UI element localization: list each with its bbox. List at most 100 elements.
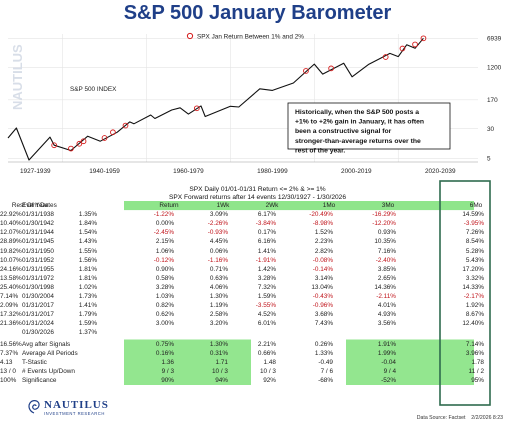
table-cell: 12.40% <box>462 320 484 328</box>
table-header-row: Event Dates Return 1Wk 2Wk 1Mo 3Mo 6Mo Rest Of … <box>0 201 515 210</box>
nautilus-logo: NAUTILUS INVESTMENT RESEARCH <box>28 395 148 421</box>
data-source-label: Data Source: Factset <box>416 415 466 421</box>
table-cell: 1.55% <box>78 247 97 255</box>
table-cell: 1.41% <box>78 302 97 310</box>
table-cell: 0.82% <box>155 302 174 310</box>
table-row: 01/31/1945 1.43% 2.15% 4.45% 6.16% 2.23% 10.35… <box>0 237 515 246</box>
x-period-label: 2020-2039 <box>425 168 456 175</box>
table-cell: -2.17% <box>463 293 484 300</box>
table-cell: 1.81% <box>78 265 97 273</box>
row-label: 01/31/2017 <box>22 311 54 319</box>
table-cell: 10.40% <box>0 220 22 228</box>
table-cell: -0.49 <box>318 358 333 366</box>
table-cell: 4.01% <box>377 302 396 310</box>
table-cell: 1.06% <box>155 247 174 255</box>
table-cell: 7.16% <box>377 247 396 255</box>
table-cell: 3.14% <box>314 274 333 282</box>
signal-marker <box>101 135 108 141</box>
table-cell: 1.59% <box>257 293 276 300</box>
row-label: 01/31/1972 <box>22 274 54 282</box>
y-tick-label: 6939 <box>487 36 502 43</box>
row-label: 01/31/1944 <box>22 229 54 237</box>
table-cell: 5.28% <box>465 247 484 255</box>
table-cell: 1.81% <box>78 274 97 282</box>
table-cell: 14.59% <box>462 211 484 219</box>
table-cell: 1.84% <box>78 220 97 228</box>
table-row: 01/31/1955 1.81% 0.90% 0.71% 1.42% -0.14% 3.85… <box>0 265 515 274</box>
summary-band-left <box>124 339 251 385</box>
page-title: S&P 500 January Barometer <box>123 2 392 24</box>
table-cell: -2.11% <box>376 293 396 300</box>
table-cell: -12.20% <box>372 220 396 228</box>
table-cell: 7.14% <box>0 293 19 300</box>
table-cell: 6Mo <box>469 202 483 209</box>
table-cell: 22.92% <box>0 211 22 219</box>
annotation-box: Historically, when the S&P 500 posts a +1… <box>287 102 451 154</box>
table-cell: 1.71 <box>215 358 228 366</box>
table-cell: 19.82% <box>0 247 22 255</box>
signal-marker <box>420 35 427 42</box>
signal-marker <box>80 138 87 145</box>
signal-marker <box>382 54 389 60</box>
table-cell: 0.63% <box>209 274 228 282</box>
table-cell: 1.41% <box>257 247 276 255</box>
table-cell: -0.08% <box>312 256 333 264</box>
row-label: # Events Up/Down <box>22 367 75 375</box>
signal-marker <box>193 105 200 112</box>
row-label: 01/30/1942 <box>22 220 54 228</box>
data-source: Data Source: Factset 2/2/2026 8:23 <box>417 415 503 421</box>
table-cell: 1.56% <box>78 256 97 264</box>
table-cell: 9 / 4 <box>383 367 396 375</box>
table-cell: 8.54% <box>465 238 484 246</box>
table-cell: 1.33% <box>314 349 333 357</box>
y-tick-label: 30 <box>487 126 495 133</box>
table-cell: -0.96% <box>312 302 333 310</box>
table-cell: -3.55% <box>255 302 276 310</box>
table-cell: 1Mo <box>322 202 336 209</box>
table-cell: -1.91% <box>255 256 276 264</box>
table-row: 01/31/1950 1.55% 1.06% 0.06% 1.41% 2.82% 7.16%… <box>0 247 515 256</box>
table-cell: 0.62% <box>155 311 174 319</box>
table-cell: 1.59% <box>78 320 97 328</box>
table-cell: -20.49% <box>309 211 333 219</box>
table-cell: 95% <box>471 376 484 384</box>
table-row: Avg after Signals 0.75% 1.30% 2.21% 0.26% 1.9… <box>0 340 515 349</box>
table-cell: 14.33% <box>462 283 484 291</box>
table-header-line2: SPX Forward returns after 14 events 12/3… <box>168 194 347 201</box>
table-cell: 21.36% <box>0 320 22 328</box>
row-label: 01/31/1955 <box>22 265 54 273</box>
table-cell: 2.82% <box>314 247 333 255</box>
table-cell: 3.28% <box>257 274 276 282</box>
table-row: 01/30/1998 1.02% 3.28% 4.06% 7.32% 13.04% 14.3… <box>0 283 515 292</box>
table-cell: 2Wk <box>265 202 279 209</box>
row-label: T-Stastic <box>22 358 47 366</box>
series-label: S&P 500 INDEX <box>70 86 117 93</box>
table-row: 01/30/2026 1.37% <box>0 328 515 337</box>
table-cell: 7.32% <box>257 283 276 291</box>
row-label: Average All Periods <box>22 349 78 357</box>
table-cell: 94% <box>215 376 228 384</box>
table-cell: 6.17% <box>257 211 276 219</box>
table-cell: 0.71% <box>209 265 228 273</box>
table-cell: 5.43% <box>465 256 484 264</box>
legend-label: SPX Jan Return Between 1% and 2% <box>197 34 304 41</box>
table-cell: 7.37% <box>0 349 19 357</box>
table-cell: 3.56% <box>377 320 396 328</box>
table-cell: 4.45% <box>209 238 228 246</box>
table-cell: 0.06% <box>209 247 228 255</box>
table-cell: 10.07% <box>0 256 22 264</box>
signal-marker <box>76 140 83 147</box>
table-cell: 1.30% <box>209 293 228 300</box>
row-label: 01/30/1998 <box>22 283 54 291</box>
table-cell: 90% <box>161 376 174 384</box>
table-cell: 7.43% <box>314 320 333 328</box>
table-cell: 0.16% <box>155 349 174 357</box>
table-cell: 2.09% <box>0 302 19 310</box>
table-cell: 1.99% <box>377 349 396 357</box>
x-axis-labels: 1927-1939 1940-1959 1960-1979 1980-1999 2000… <box>20 168 456 175</box>
table-cell: 0.31% <box>209 349 228 357</box>
table-cell: 2.15% <box>155 238 174 246</box>
table-cell: 1.35% <box>78 211 97 219</box>
chart-legend: SPX Jan Return Between 1% and 2% <box>186 32 304 41</box>
row-label: 01/31/1950 <box>22 247 54 255</box>
